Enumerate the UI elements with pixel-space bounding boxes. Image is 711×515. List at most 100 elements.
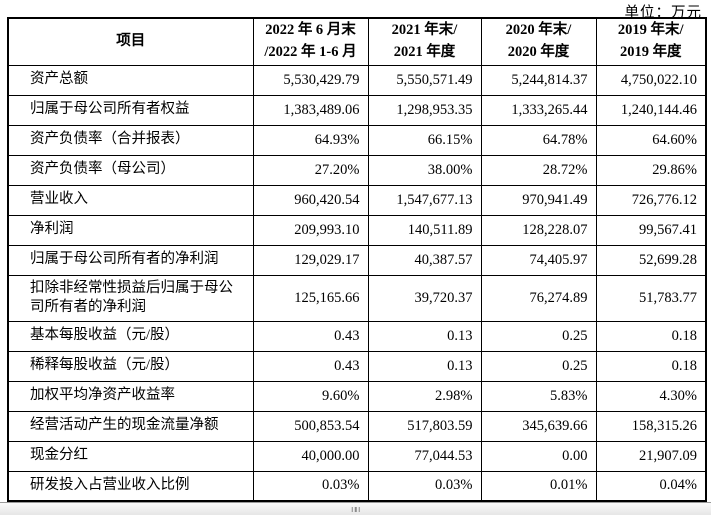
value-cell: 0.03%	[367, 470, 482, 502]
row-label-cell: 资产负债率（母公司）	[7, 154, 254, 186]
bottom-scrollbar	[0, 502, 711, 515]
table-row: 经营活动产生的现金流量净额 500,853.54 517,803.59 345,…	[7, 410, 707, 442]
table-body: 资产总额 5,530,429.79 5,550,571.49 5,244,814…	[7, 64, 707, 502]
table-row: 营业收入 960,420.54 1,547,677.13 970,941.49 …	[7, 184, 707, 216]
table-row: 扣除非经常性损益后归属于母公司所有者的净利润 125,165.66 39,720…	[7, 274, 707, 322]
value-cell: 5,244,814.37	[480, 64, 597, 96]
table-row: 归属于母公司所有者的净利润 129,029.17 40,387.57 74,40…	[7, 244, 707, 276]
value-cell: 0.04%	[595, 470, 707, 502]
value-cell: 5,530,429.79	[252, 64, 369, 96]
value-cell: 29.86%	[595, 154, 707, 186]
col-header-line: 2019 年度	[619, 43, 682, 60]
header-row: 项目 2022 年 6 月末 /2022 年 1-6 月 2021 年末/ 20…	[7, 17, 707, 66]
value-cell: 726,776.12	[595, 184, 707, 216]
value-cell: 40,000.00	[252, 440, 369, 472]
table-row: 加权平均净资产收益率 9.60% 2.98% 5.83% 4.30%	[7, 380, 707, 412]
table-row: 归属于母公司所有者权益 1,383,489.06 1,298,953.35 1,…	[7, 94, 707, 126]
value-cell: 0.18	[595, 350, 707, 382]
row-label-cell: 资产负债率（合并报表）	[7, 124, 254, 156]
value-cell: 0.43	[252, 320, 369, 352]
value-cell: 21,907.09	[595, 440, 707, 472]
value-cell: 1,298,953.35	[367, 94, 482, 126]
value-cell: 5.83%	[480, 380, 597, 412]
row-label-cell: 研发投入占营业收入比例	[7, 470, 254, 502]
row-label-cell: 基本每股收益（元/股）	[7, 320, 254, 352]
value-cell: 38.00%	[367, 154, 482, 186]
value-cell: 0.13	[367, 320, 482, 352]
col-header-2021: 2021 年末/ 2021 年度	[367, 17, 482, 66]
value-cell: 129,029.17	[252, 244, 369, 276]
col-header-2019: 2019 年末/ 2019 年度	[595, 17, 707, 66]
financial-summary-table: 项目 2022 年 6 月末 /2022 年 1-6 月 2021 年末/ 20…	[7, 17, 707, 503]
table-row: 基本每股收益（元/股） 0.43 0.13 0.25 0.18	[7, 320, 707, 352]
value-cell: 517,803.59	[367, 410, 482, 442]
value-cell: 1,547,677.13	[367, 184, 482, 216]
value-cell: 128,228.07	[480, 214, 597, 246]
value-cell: 51,783.77	[595, 274, 707, 322]
value-cell: 1,333,265.44	[480, 94, 597, 126]
row-label-cell: 归属于母公司所有者权益	[7, 94, 254, 126]
value-cell: 64.60%	[595, 124, 707, 156]
value-cell: 0.03%	[252, 470, 369, 502]
value-cell: 970,941.49	[480, 184, 597, 216]
row-label-cell: 现金分红	[7, 440, 254, 472]
value-cell: 1,383,489.06	[252, 94, 369, 126]
value-cell: 209,993.10	[252, 214, 369, 246]
value-cell: 158,315.26	[595, 410, 707, 442]
col-header-item: 项目	[7, 17, 254, 66]
value-cell: 39,720.37	[367, 274, 482, 322]
row-label-cell: 营业收入	[7, 184, 254, 216]
value-cell: 960,420.54	[252, 184, 369, 216]
table-row: 净利润 209,993.10 140,511.89 128,228.07 99,…	[7, 214, 707, 246]
value-cell: 64.93%	[252, 124, 369, 156]
value-cell: 77,044.53	[367, 440, 482, 472]
table-row: 稀释每股收益（元/股） 0.43 0.13 0.25 0.18	[7, 350, 707, 382]
col-header-line: 2022 年 6 月末	[265, 22, 356, 38]
table-row: 资产总额 5,530,429.79 5,550,571.49 5,244,814…	[7, 64, 707, 96]
value-cell: 1,240,144.46	[595, 94, 707, 126]
resize-grip-icon[interactable]	[351, 507, 360, 512]
value-cell: 66.15%	[367, 124, 482, 156]
value-cell: 0.25	[480, 320, 597, 352]
value-cell: 0.00	[480, 440, 597, 472]
value-cell: 345,639.66	[480, 410, 597, 442]
row-label-cell: 净利润	[7, 214, 254, 246]
value-cell: 99,567.41	[595, 214, 707, 246]
col-header-line: 2020 年度	[507, 43, 570, 60]
value-cell: 0.25	[480, 350, 597, 382]
value-cell: 9.60%	[252, 380, 369, 412]
row-label-cell: 归属于母公司所有者的净利润	[7, 244, 254, 276]
table-row: 现金分红 40,000.00 77,044.53 0.00 21,907.09	[7, 440, 707, 472]
table-row: 资产负债率（合并报表） 64.93% 66.15% 64.78% 64.60%	[7, 124, 707, 156]
table-row: 资产负债率（母公司） 27.20% 38.00% 28.72% 29.86%	[7, 154, 707, 186]
value-cell: 4.30%	[595, 380, 707, 412]
value-cell: 0.01%	[480, 470, 597, 502]
col-header-2020: 2020 年末/ 2020 年度	[480, 17, 597, 66]
value-cell: 74,405.97	[480, 244, 597, 276]
table-row: 研发投入占营业收入比例 0.03% 0.03% 0.01% 0.04%	[7, 470, 707, 502]
value-cell: 125,165.66	[252, 274, 369, 322]
col-header-line: 2020 年末/	[505, 22, 572, 38]
value-cell: 4,750,022.10	[595, 64, 707, 96]
value-cell: 52,699.28	[595, 244, 707, 276]
value-cell: 0.13	[367, 350, 482, 382]
value-cell: 2.98%	[367, 380, 482, 412]
row-label-cell: 稀释每股收益（元/股）	[7, 350, 254, 382]
row-label-cell: 经营活动产生的现金流量净额	[7, 410, 254, 442]
value-cell: 76,274.89	[480, 274, 597, 322]
value-cell: 500,853.54	[252, 410, 369, 442]
value-cell: 28.72%	[480, 154, 597, 186]
value-cell: 40,387.57	[367, 244, 482, 276]
value-cell: 5,550,571.49	[367, 64, 482, 96]
col-header-2022: 2022 年 6 月末 /2022 年 1-6 月	[252, 17, 369, 66]
row-label-cell: 加权平均净资产收益率	[7, 380, 254, 412]
col-header-line: 2019 年末/	[617, 22, 684, 38]
value-cell: 0.43	[252, 350, 369, 382]
value-cell: 0.18	[595, 320, 707, 352]
row-label-cell: 资产总额	[7, 64, 254, 96]
value-cell: 140,511.89	[367, 214, 482, 246]
col-header-line: /2022 年 1-6 月	[264, 43, 357, 60]
col-header-line: 2021 年度	[393, 43, 456, 60]
row-label-cell: 扣除非经常性损益后归属于母公司所有者的净利润	[7, 274, 254, 322]
value-cell: 64.78%	[480, 124, 597, 156]
